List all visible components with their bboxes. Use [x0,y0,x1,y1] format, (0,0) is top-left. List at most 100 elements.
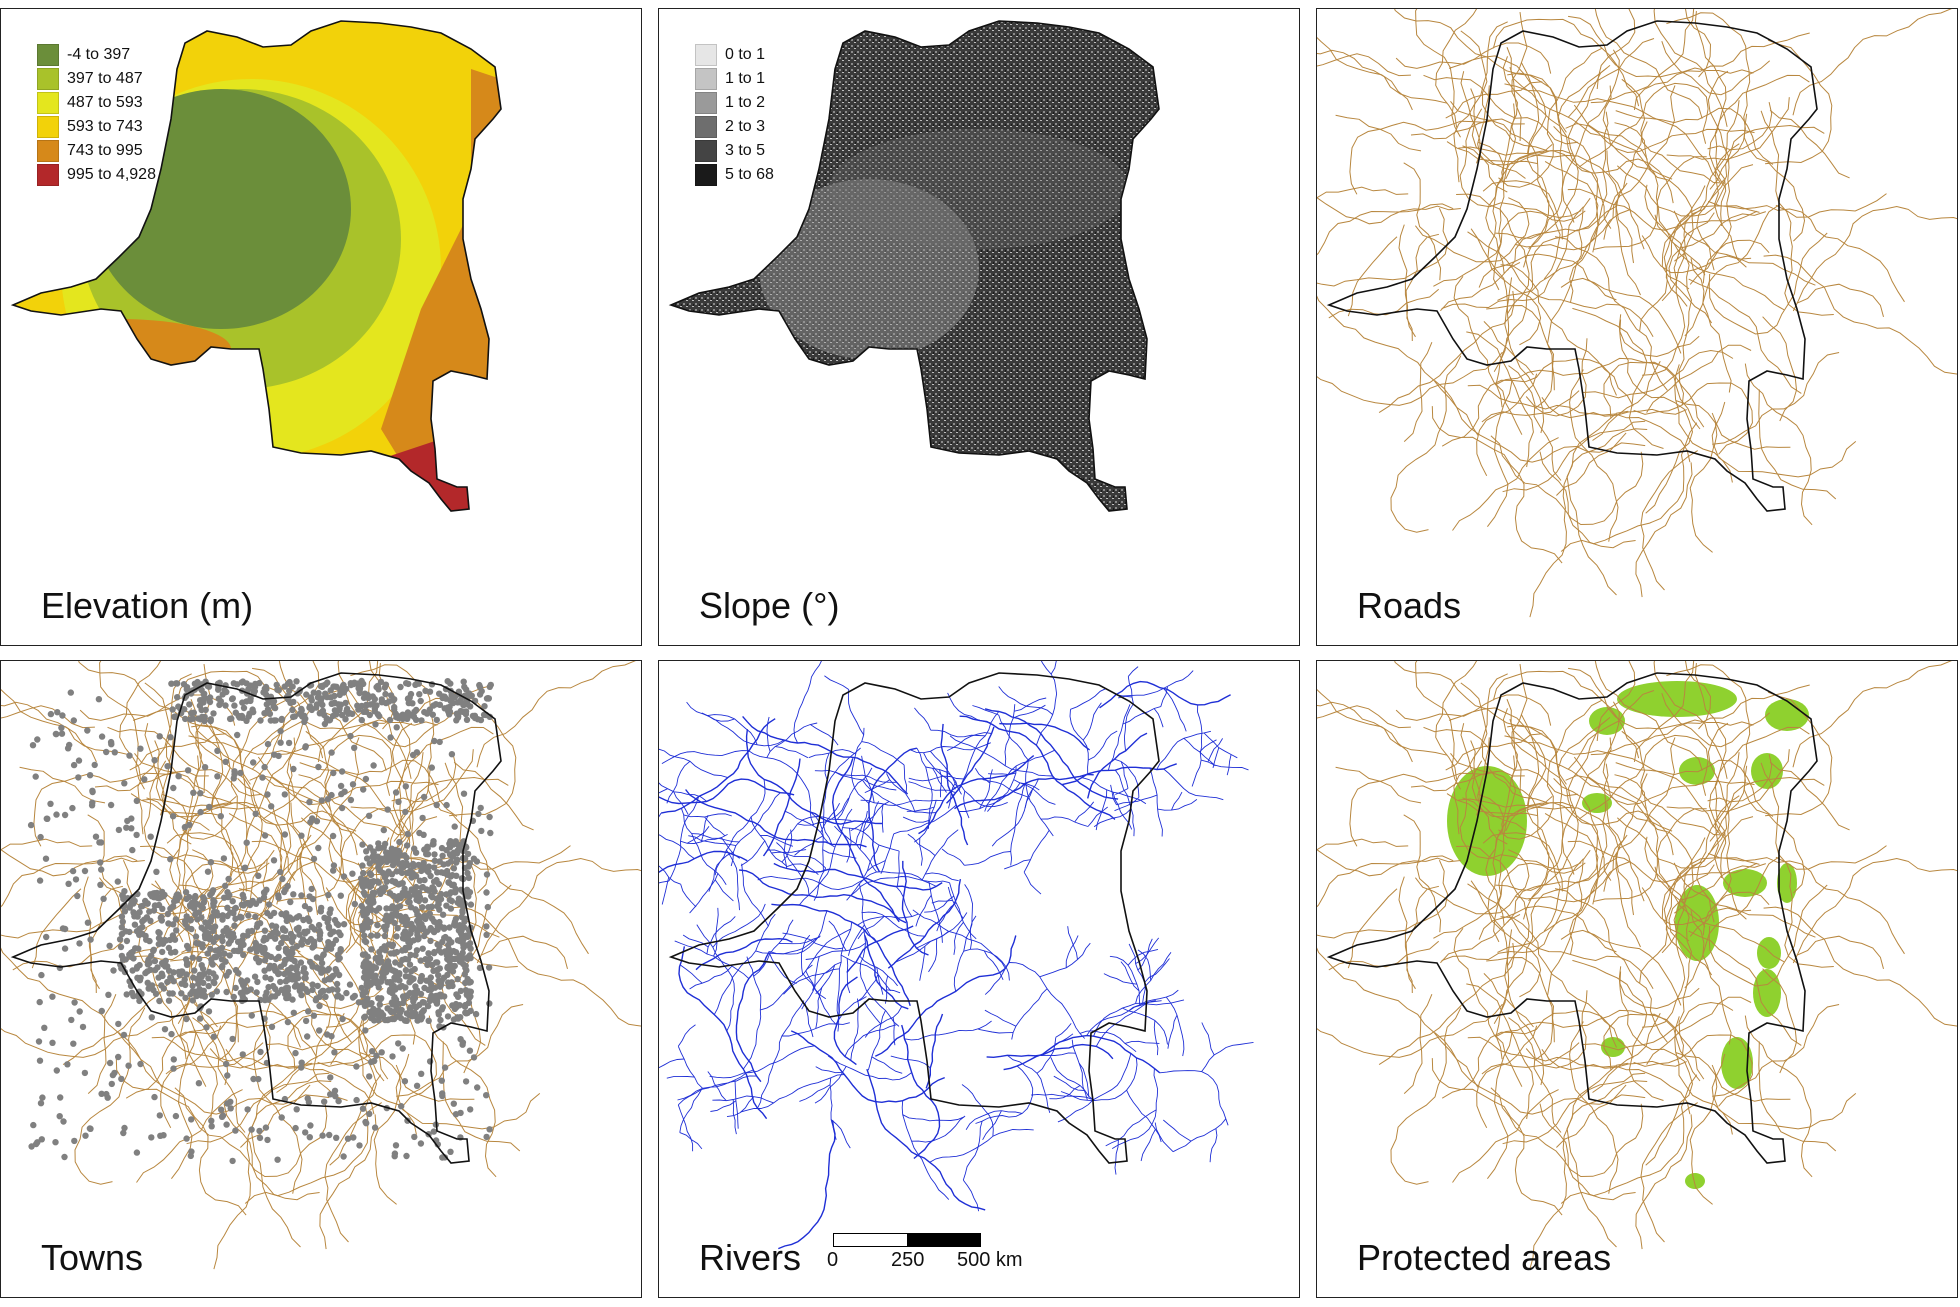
town-point [37,833,44,841]
road-segment [241,719,292,875]
town-point [240,951,247,959]
town-point [392,959,399,966]
town-point [317,929,324,937]
town-point [424,961,431,969]
town-point [398,917,406,925]
road-network [1317,9,1957,618]
town-point [374,853,381,860]
road-segment [1616,816,1754,869]
road-segment [1481,1042,1580,1075]
road-segment [1456,845,1530,967]
road-segment [1490,1087,1644,1178]
river-segment [1070,687,1107,710]
road-segment [1378,942,1515,1066]
town-point [411,1133,418,1141]
river-segment [757,875,865,891]
town-point [326,1131,333,1139]
road-segment [300,816,438,869]
town-point [205,975,212,982]
town-point [254,921,261,928]
town-point [438,1006,446,1013]
river-segment [1153,708,1164,728]
town-point [368,879,375,886]
town-point [197,1003,205,1010]
town-point [156,997,163,1005]
town-point [190,709,197,716]
river-segment [680,964,703,984]
road-segment [1506,47,1522,142]
road-segment [391,852,589,955]
road-segment [1493,755,1517,943]
town-point [339,1015,346,1023]
river-segment [1049,1085,1081,1100]
town-point [358,902,365,910]
river-segment [809,811,824,871]
road-segment [442,1041,521,1152]
town-point [36,877,44,884]
town-point [433,716,440,724]
town-point [372,964,380,971]
road-segment [186,1072,330,1145]
road-segment [1614,122,1706,276]
town-point [98,866,105,873]
road-segment [1743,765,1806,894]
town-point [211,979,218,987]
town-point [461,971,468,978]
river-segment [1062,763,1177,786]
town-point [450,947,457,955]
river-segment [949,735,1053,777]
road-segment [1568,667,1754,730]
river-segment [783,968,840,995]
town-point [328,749,335,756]
town-point [275,944,282,952]
town-point [302,986,309,993]
town-point [393,868,400,875]
town-point [351,992,358,1000]
town-point [486,1000,493,1007]
town-point [404,1117,411,1124]
river-segment [1122,1007,1168,1045]
town-point [225,875,232,883]
river-segment [919,837,923,866]
river-segment [696,924,735,1032]
road-segment [1653,9,1728,127]
town-point [362,1027,369,1034]
road-segment [1395,694,1552,726]
town-point [119,918,127,925]
town-point [306,703,314,710]
town-point [150,907,158,914]
river-segment [836,921,853,1032]
river-segment [860,799,944,806]
road-segment [1502,56,1612,229]
town-point [231,922,238,929]
town-point [95,696,103,703]
town-point [422,687,429,694]
river-segment [815,987,823,1029]
town-point [316,1002,323,1010]
town-point [194,916,201,923]
road-segment [1317,351,1503,406]
town-point [131,897,138,905]
scale-tick-500: 500 km [957,1249,1023,1271]
road-segment [1470,740,1526,831]
river-segment [863,778,897,791]
road-segment [1633,684,1810,762]
town-point [237,943,245,950]
town-point [450,1100,457,1107]
town-point [483,889,490,896]
town-point [403,992,411,999]
town-point [427,872,434,880]
town-point [310,689,317,696]
protected-area [1679,757,1715,785]
town-point [167,856,174,863]
town-point [142,969,149,977]
town-point [406,1005,414,1012]
town-point [448,751,456,758]
elevation-panel: -4 to 397 397 to 487 487 to 593 593 to 743 7… [0,8,642,646]
river-segment [909,742,991,754]
town-point [430,841,437,848]
town-point [238,901,246,908]
river-segment [740,840,766,866]
river-segment [659,1058,685,1069]
